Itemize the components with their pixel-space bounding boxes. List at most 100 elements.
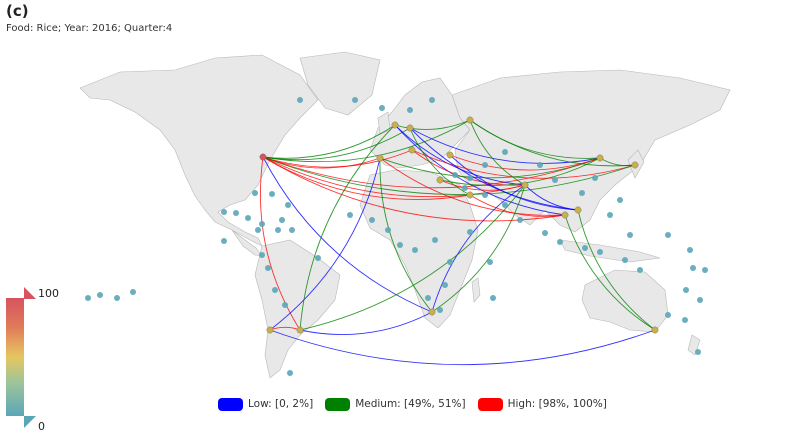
country-node[interactable]	[537, 162, 543, 168]
country-node[interactable]	[695, 349, 701, 355]
trade-flow-line	[439, 179, 526, 191]
country-node[interactable]	[592, 175, 598, 181]
country-node[interactable]	[412, 247, 418, 253]
country-node[interactable]	[385, 227, 391, 233]
country-node[interactable]	[259, 221, 265, 227]
trade-flow-line	[411, 149, 636, 179]
country-node[interactable]	[287, 370, 293, 376]
country-node[interactable]	[130, 289, 136, 295]
country-node[interactable]	[597, 249, 603, 255]
hub-node-turkey[interactable]	[446, 151, 454, 159]
country-node[interactable]	[315, 255, 321, 261]
country-node[interactable]	[690, 265, 696, 271]
hub-node-vietnam[interactable]	[574, 206, 582, 214]
country-node[interactable]	[683, 287, 689, 293]
hub-node-spain[interactable]	[376, 154, 384, 162]
country-node[interactable]	[425, 295, 431, 301]
country-node[interactable]	[687, 247, 693, 253]
country-node[interactable]	[622, 257, 628, 263]
north-america-landmass	[79, 54, 319, 247]
country-node[interactable]	[607, 212, 613, 218]
country-node[interactable]	[255, 227, 261, 233]
hub-node-netherlands[interactable]	[391, 121, 399, 129]
hub-node-australia[interactable]	[651, 326, 659, 334]
country-node[interactable]	[682, 317, 688, 323]
country-node[interactable]	[490, 295, 496, 301]
country-node[interactable]	[397, 242, 403, 248]
country-node[interactable]	[269, 191, 275, 197]
country-node[interactable]	[447, 259, 453, 265]
country-node[interactable]	[665, 232, 671, 238]
country-node[interactable]	[637, 267, 643, 273]
hub-node-india[interactable]	[521, 181, 529, 189]
country-node[interactable]	[285, 202, 291, 208]
country-node[interactable]	[289, 227, 295, 233]
country-node[interactable]	[502, 202, 508, 208]
country-node[interactable]	[582, 245, 588, 251]
country-node[interactable]	[275, 227, 281, 233]
country-node[interactable]	[233, 210, 239, 216]
country-node[interactable]	[617, 197, 623, 203]
country-node[interactable]	[542, 230, 548, 236]
hub-node-usa[interactable]	[259, 153, 267, 161]
country-node[interactable]	[579, 190, 585, 196]
country-node[interactable]	[665, 312, 671, 318]
legend-item-low[interactable]: Low: [0, 2%]	[218, 397, 313, 411]
colorbar-min-arrow	[24, 416, 36, 428]
country-node[interactable]	[407, 107, 413, 113]
country-node[interactable]	[482, 162, 488, 168]
country-node[interactable]	[279, 217, 285, 223]
hub-node-germany[interactable]	[406, 124, 414, 132]
country-node[interactable]	[442, 282, 448, 288]
country-node[interactable]	[702, 267, 708, 273]
country-node[interactable]	[282, 302, 288, 308]
country-node[interactable]	[114, 295, 120, 301]
country-node[interactable]	[432, 237, 438, 243]
hub-node-south-africa[interactable]	[428, 308, 436, 316]
country-node[interactable]	[252, 190, 258, 196]
trade-flow-line	[409, 127, 579, 211]
hub-node-brazil[interactable]	[296, 326, 304, 334]
legend-item-high[interactable]: High: [98%, 100%]	[477, 397, 607, 411]
country-node[interactable]	[467, 229, 473, 235]
hub-node-russia[interactable]	[466, 116, 474, 124]
country-node[interactable]	[462, 185, 468, 191]
country-node[interactable]	[502, 149, 508, 155]
hub-node-saudi-arabia[interactable]	[466, 191, 474, 199]
trade-flow-line	[299, 311, 433, 336]
country-node[interactable]	[245, 215, 251, 221]
country-node[interactable]	[437, 307, 443, 313]
country-node[interactable]	[221, 238, 227, 244]
hub-node-egypt[interactable]	[436, 176, 444, 184]
trade-flow-line	[262, 127, 411, 161]
country-node[interactable]	[557, 239, 563, 245]
country-node[interactable]	[297, 97, 303, 103]
legend-item-medium[interactable]: Medium: [49%, 51%]	[325, 397, 466, 411]
country-node[interactable]	[369, 217, 375, 223]
country-node[interactable]	[85, 295, 91, 301]
country-node[interactable]	[697, 297, 703, 303]
country-node[interactable]	[487, 259, 493, 265]
country-node[interactable]	[272, 287, 278, 293]
hub-node-japan[interactable]	[631, 161, 639, 169]
hub-node-argentina[interactable]	[266, 326, 274, 334]
country-node[interactable]	[517, 217, 523, 223]
country-node[interactable]	[452, 172, 458, 178]
country-node[interactable]	[429, 97, 435, 103]
country-node[interactable]	[221, 209, 227, 215]
south-america-landmass	[254, 239, 341, 379]
hub-node-thailand[interactable]	[561, 211, 569, 219]
country-node[interactable]	[259, 252, 265, 258]
country-node[interactable]	[265, 265, 271, 271]
country-node[interactable]	[352, 97, 358, 103]
country-node[interactable]	[482, 192, 488, 198]
hub-node-italy[interactable]	[408, 146, 416, 154]
hub-node-china[interactable]	[596, 154, 604, 162]
country-node[interactable]	[552, 177, 558, 183]
country-node[interactable]	[379, 105, 385, 111]
country-node[interactable]	[467, 175, 473, 181]
country-node[interactable]	[97, 292, 103, 298]
country-node[interactable]	[627, 232, 633, 238]
country-node[interactable]	[347, 212, 353, 218]
asia-landmass	[451, 69, 731, 233]
